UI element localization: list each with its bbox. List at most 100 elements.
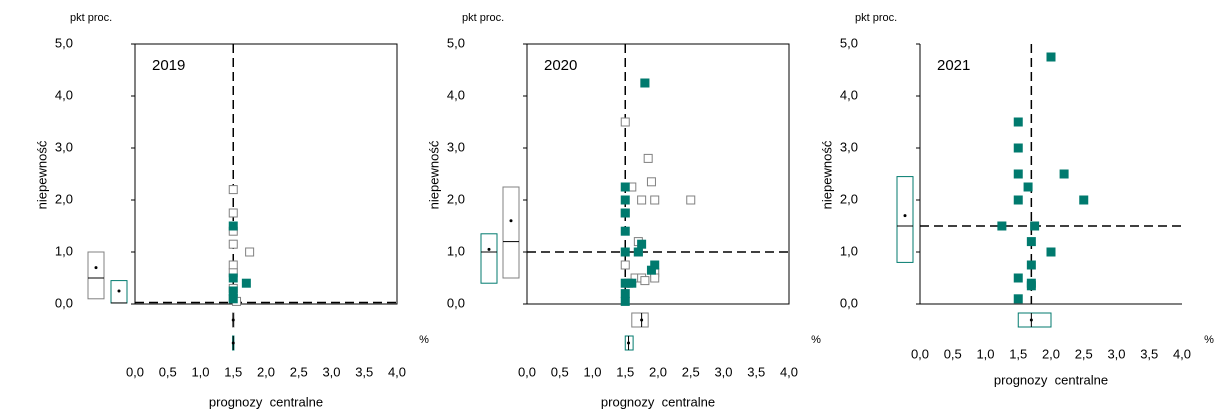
x-tick-label: 1,5 (616, 364, 634, 379)
x-tick-label: 2,0 (649, 364, 667, 379)
y-box-mean (903, 214, 907, 218)
y-tick-label: 2,0 (447, 191, 465, 206)
data-point (640, 78, 650, 88)
x-tick-label: 2,0 (257, 364, 275, 379)
y-tick-label: 1,0 (447, 243, 465, 258)
y-box (87, 251, 105, 300)
data-point (228, 260, 238, 270)
data-point (228, 286, 238, 296)
x-unit: % (811, 334, 821, 346)
data-point (228, 221, 238, 231)
x-tick-label: 4,0 (388, 364, 406, 379)
data-point (228, 208, 238, 218)
y-box-mean (117, 289, 121, 293)
data-point (620, 117, 630, 127)
x-tick-label: 2,5 (682, 364, 700, 379)
data-point (1046, 52, 1056, 62)
x-tick-label: 3,0 (1107, 346, 1125, 361)
x-box (1017, 312, 1052, 328)
x-tick-label: 3,0 (714, 364, 732, 379)
y-tick-label: 4,0 (447, 87, 465, 102)
data-point (633, 247, 643, 257)
y-box-mean (509, 219, 513, 223)
data-point (620, 208, 630, 218)
data-point (241, 278, 251, 288)
x-tick-label: 1,5 (224, 364, 242, 379)
y-box (480, 233, 498, 284)
data-point (1059, 169, 1069, 179)
y-tick-label: 2,0 (55, 191, 73, 206)
y-tick-label: 3,0 (840, 139, 858, 154)
data-point (245, 247, 255, 257)
x-tick-label: 4,0 (780, 364, 798, 379)
y-box (896, 176, 914, 263)
x-tick-label: 0,0 (126, 364, 144, 379)
data-point (627, 278, 637, 288)
data-point (1013, 195, 1023, 205)
y-axis-title: niepewność (819, 140, 834, 209)
y-tick-label: 0,0 (447, 295, 465, 310)
data-point (1046, 247, 1056, 257)
y-box-mean (487, 247, 491, 251)
data-point (228, 273, 238, 283)
data-point (650, 195, 660, 205)
y-box (502, 186, 520, 279)
x-tick-label: 1,0 (583, 364, 601, 379)
x-tick-label: 0,5 (551, 364, 569, 379)
data-point (1013, 273, 1023, 283)
x-box-mean (231, 318, 235, 322)
data-point (643, 153, 653, 163)
y-axis-title: niepewność (426, 140, 441, 209)
y-axis-title: niepewność (34, 140, 49, 209)
data-point (637, 195, 647, 205)
x-tick-label: 2,5 (290, 364, 308, 379)
x-tick-label: 0,0 (911, 346, 929, 361)
data-point (1013, 169, 1023, 179)
x-unit: % (1204, 334, 1214, 346)
year-label: 2020 (544, 57, 577, 74)
data-point (1030, 221, 1040, 231)
x-tick-label: 3,0 (322, 364, 340, 379)
x-tick-label: 0,5 (159, 364, 177, 379)
y-tick-label: 5,0 (55, 35, 73, 50)
x-tick-label: 2,0 (1042, 346, 1060, 361)
x-box (624, 335, 634, 351)
data-point (620, 247, 630, 257)
x-box-mean (640, 318, 644, 322)
data-point (1079, 195, 1089, 205)
data-point (620, 226, 630, 236)
x-tick-label: 1,0 (976, 346, 994, 361)
y-unit: pkt proc. (855, 12, 897, 24)
data-point (1026, 281, 1036, 291)
data-point (646, 265, 656, 275)
data-point (1026, 237, 1036, 247)
y-box-mean (94, 266, 98, 270)
y-tick-label: 5,0 (447, 35, 465, 50)
x-tick-label: 3,5 (1140, 346, 1158, 361)
y-tick-label: 0,0 (55, 295, 73, 310)
y-tick-label: 3,0 (447, 139, 465, 154)
x-tick-label: 2,5 (1075, 346, 1093, 361)
data-point (650, 273, 660, 283)
x-tick-label: 1,0 (191, 364, 209, 379)
x-box-mean (627, 341, 631, 345)
data-point (620, 296, 630, 306)
y-tick-label: 3,0 (55, 139, 73, 154)
x-box (631, 312, 649, 328)
x-box-mean (231, 341, 235, 345)
x-axis-title: prognozy centralne (994, 372, 1108, 387)
y-unit: pkt proc. (70, 12, 112, 24)
data-point (1026, 260, 1036, 270)
y-tick-label: 4,0 (840, 87, 858, 102)
data-point (228, 185, 238, 195)
plot-frame (134, 43, 398, 305)
data-point (620, 182, 630, 192)
y-tick-label: 0,0 (840, 295, 858, 310)
plot-frame (526, 43, 790, 305)
data-point (686, 195, 696, 205)
x-axis-title: prognozy centralne (209, 394, 323, 409)
y-tick-label: 2,0 (840, 191, 858, 206)
data-point (620, 289, 630, 299)
year-label: 2021 (937, 57, 970, 74)
x-tick-label: 4,0 (1173, 346, 1191, 361)
